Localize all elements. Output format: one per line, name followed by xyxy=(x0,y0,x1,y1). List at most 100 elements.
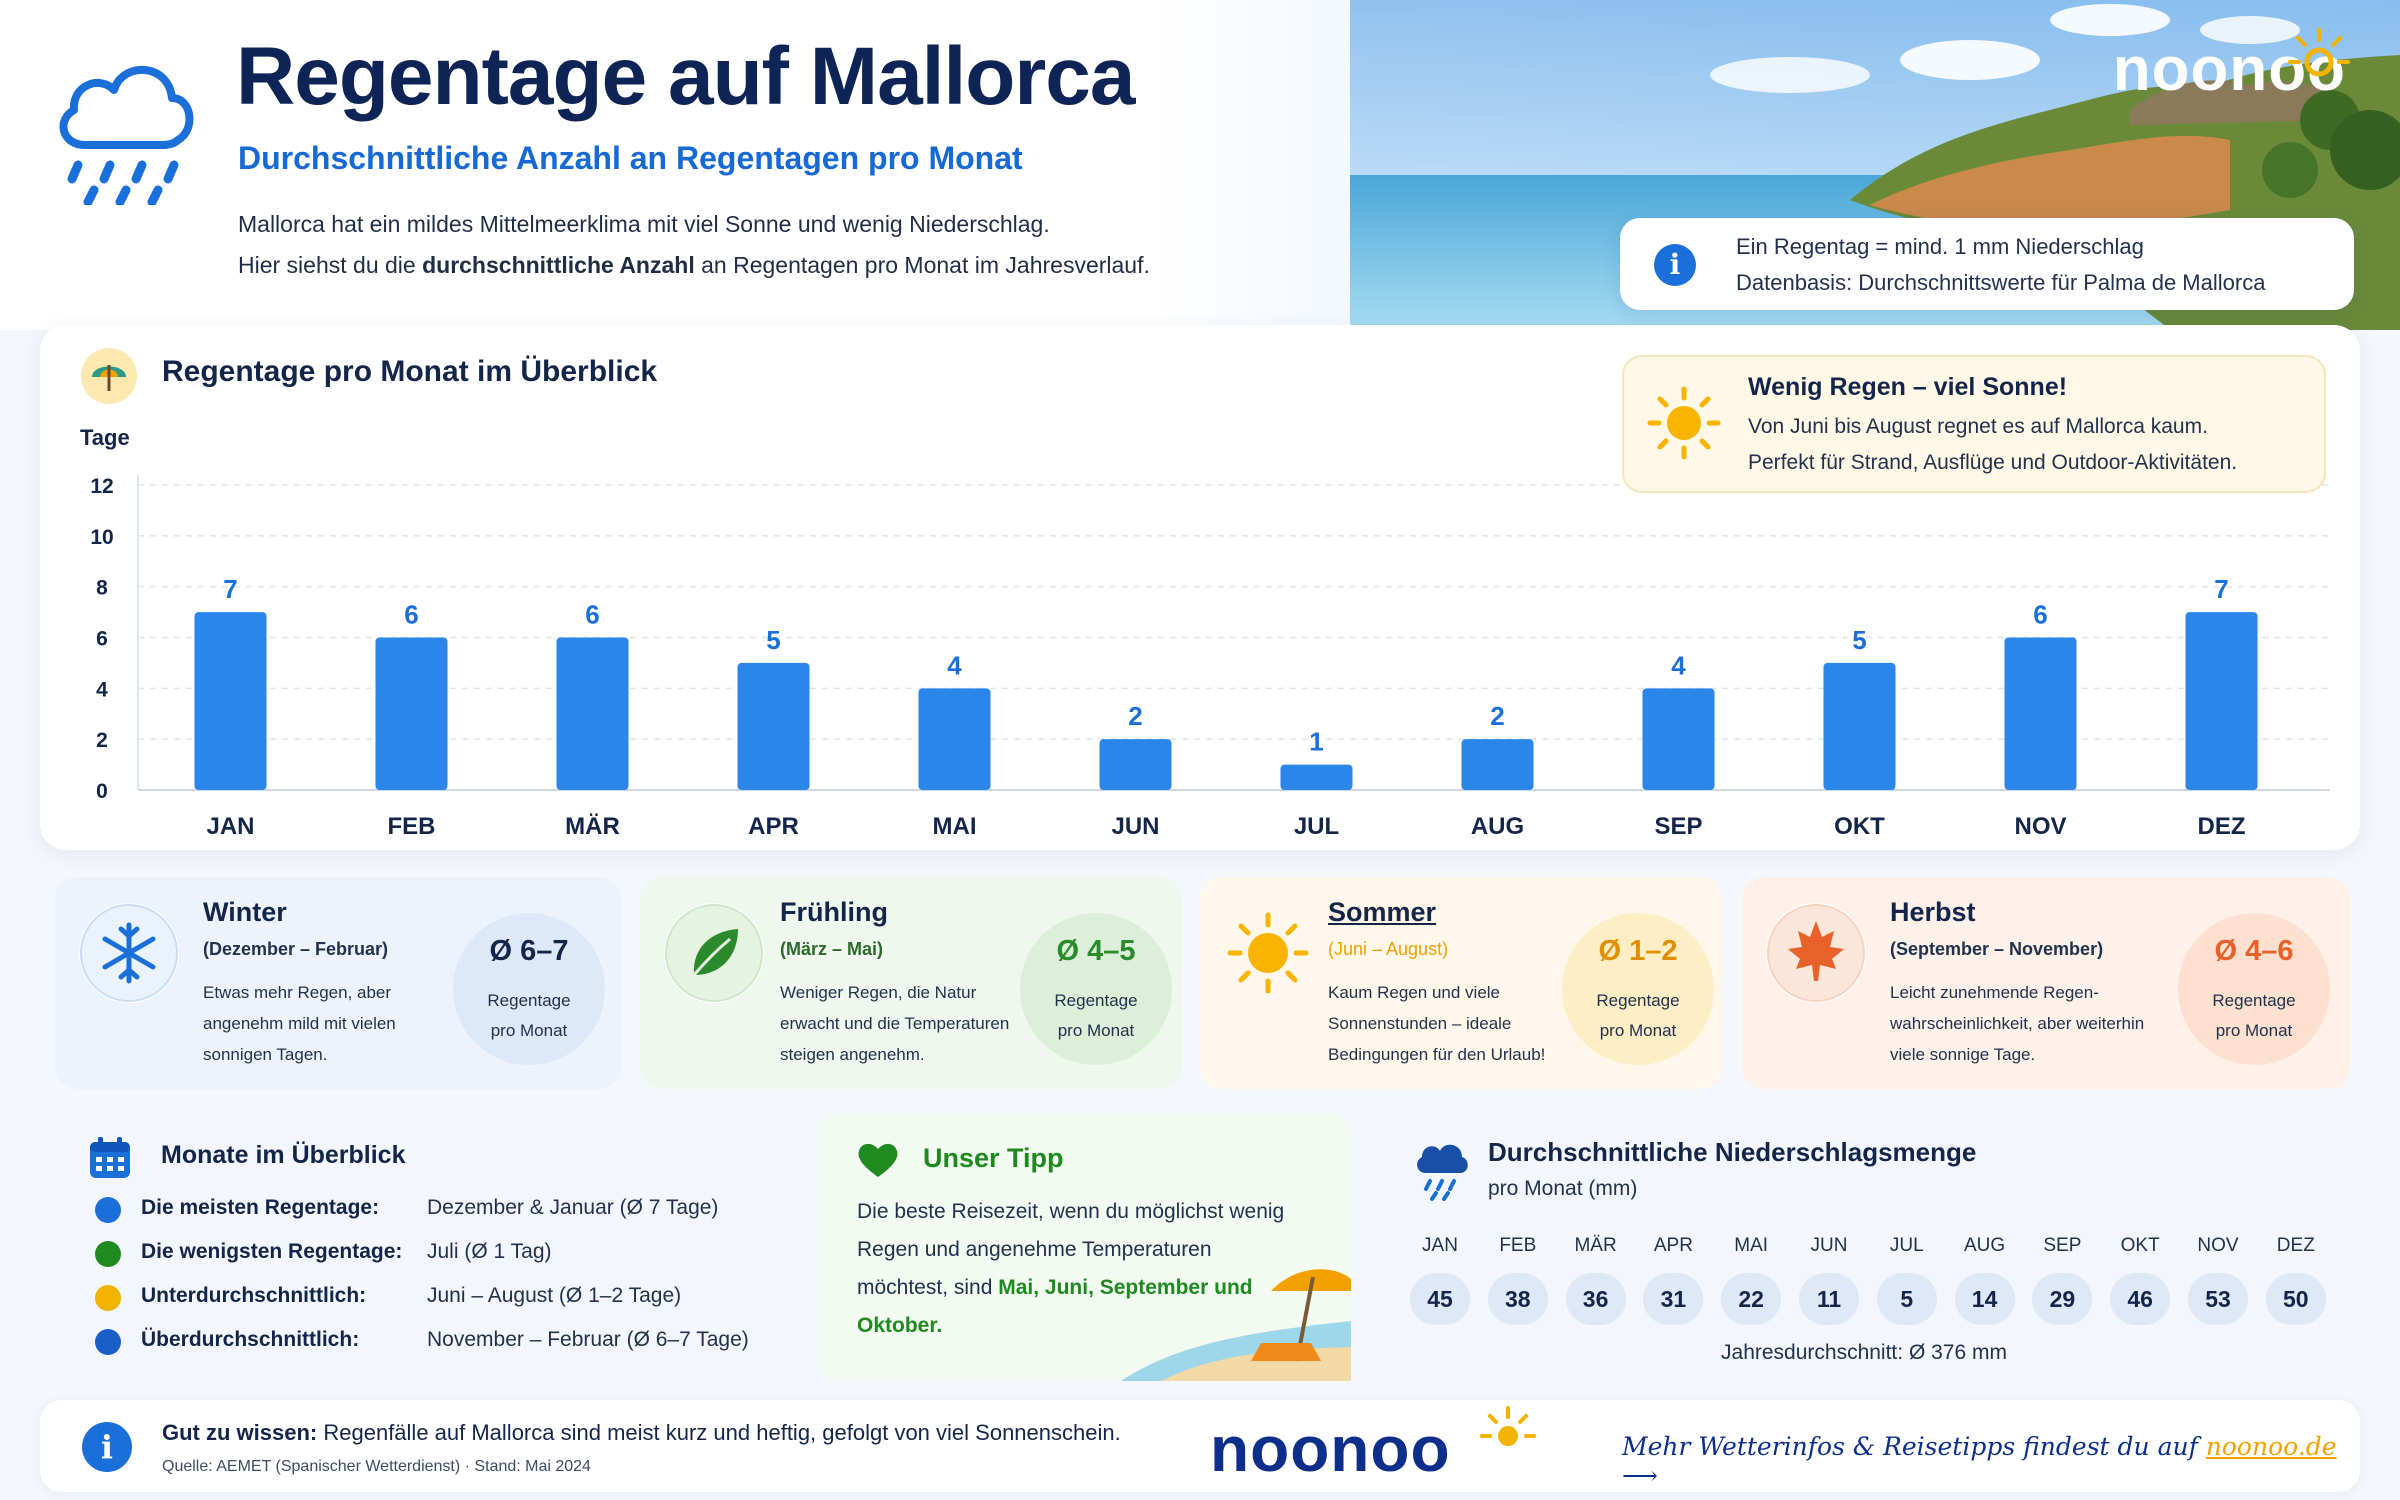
row-value: Juli (Ø 1 Tag) xyxy=(427,1240,552,1263)
precipitation-value: 36 xyxy=(1565,1273,1626,1325)
season-range: (März – Mai) xyxy=(780,939,884,959)
x-tick-label: OKT xyxy=(1834,813,1885,840)
season-description: Kaum Regen und viele Sonnenstunden – ide… xyxy=(1328,983,1546,1064)
intro-line-2-pre: Hier siehst du die xyxy=(238,252,423,278)
sun-note-line-2: Perfekt für Strand, Ausflüge und Outdoor… xyxy=(1748,451,2238,474)
precipitation-value: 45 xyxy=(1410,1273,1470,1325)
season-unit-period: pro Monat xyxy=(2215,1021,2293,1040)
y-tick-label: 4 xyxy=(96,678,108,701)
logo-sun-icon xyxy=(1480,1406,1536,1446)
x-tick-label: NOV xyxy=(2014,813,2066,840)
tip-best-month-october: Oktober xyxy=(857,1314,937,1337)
footer-note-text: Regenfälle auf Mallorca sind meist kurz … xyxy=(317,1420,1121,1445)
precipitation-month: JUN xyxy=(1810,1235,1848,1256)
legend-dot xyxy=(95,1241,121,1267)
bar xyxy=(375,637,448,790)
info-icon: i xyxy=(1654,244,1696,286)
y-tick-label: 6 xyxy=(96,628,108,651)
precipitation-month: JUL xyxy=(1889,1235,1924,1256)
precipitation-month: NOV xyxy=(2197,1235,2239,1256)
info-icon: i xyxy=(82,1422,132,1472)
footer: i Gut zu wissen: Regenfälle auf Mallorca… xyxy=(40,1400,2360,1492)
sun-note-title: Wenig Regen – viel Sonne! xyxy=(1748,373,2068,401)
bar xyxy=(737,662,810,790)
precipitation-annual-average: Jahresdurchschnitt: Ø 376 mm xyxy=(1721,1341,2007,1364)
season-name: Winter xyxy=(203,897,287,927)
season-range: (Juni – August) xyxy=(1328,939,1449,959)
precipitation-value: 22 xyxy=(1721,1273,1782,1325)
bar-value-label: 6 xyxy=(2033,600,2047,630)
months-overview-title: Monate im Überblick xyxy=(161,1141,406,1169)
season-card-autumn: Herbst (September – November) Leicht zun… xyxy=(1742,877,2350,1089)
legend-dot xyxy=(95,1329,121,1355)
precipitation-month: DEZ xyxy=(2276,1235,2315,1256)
months-row-least: Die wenigsten Regentage: Juli (Ø 1 Tag) xyxy=(95,1233,785,1273)
leaf-icon-wrap xyxy=(664,903,764,1003)
precipitation-value: 31 xyxy=(1643,1273,1704,1325)
season-range: (Dezember – Februar) xyxy=(203,939,389,959)
arrow-right-icon: ⟶ xyxy=(1622,1461,1658,1490)
beach-umbrella-illustration xyxy=(1121,1269,1351,1381)
x-tick-label: MAI xyxy=(933,813,977,840)
footer-cta-text: Mehr Wetterinfos & Reisetipps findest du… xyxy=(1622,1432,2206,1461)
x-tick-label: DEZ xyxy=(2198,813,2246,840)
row-value: Dezember & Januar (Ø 7 Tage) xyxy=(427,1196,719,1219)
precipitation-title: Durchschnittliche Niederschlagsmenge xyxy=(1488,1137,1977,1167)
logo-sun-icon xyxy=(2288,28,2350,77)
precipitation-subtitle: pro Monat (mm) xyxy=(1488,1177,1638,1200)
months-overview-card: Monate im Überblick Die meisten Regentag… xyxy=(55,1113,793,1381)
bar-value-label: 7 xyxy=(2214,574,2228,604)
precipitation-value: 46 xyxy=(2110,1273,2171,1325)
x-tick-label: SEP xyxy=(1654,813,1702,840)
y-tick-label: 2 xyxy=(96,729,108,752)
sun-note-line-1: Von Juni bis August regnet es auf Mallor… xyxy=(1748,415,2208,438)
footer-note: Gut zu wissen: Regenfälle auf Mallorca s… xyxy=(162,1420,1121,1446)
y-tick-label: 8 xyxy=(96,577,108,600)
bar xyxy=(1642,688,1715,790)
rain-cloud-icon xyxy=(59,65,194,205)
legend-dot xyxy=(95,1285,121,1311)
season-average-circle: Ø 4–6 Regentage pro Monat xyxy=(2178,913,2330,1065)
definition-text: Ein Regentag = mind. 1 mm Niederschlag xyxy=(1736,234,2144,259)
precipitation-value: 53 xyxy=(2188,1273,2248,1325)
brand-logo-footer[interactable]: noonoo xyxy=(1210,1413,1451,1485)
bar xyxy=(1461,739,1534,790)
season-name: Herbst xyxy=(1890,897,1976,927)
season-description: Leicht zunehmende Regen-wahrscheinlichke… xyxy=(1890,983,2145,1064)
row-value: November – Februar (Ø 6–7 Tage) xyxy=(427,1328,749,1351)
x-tick-label: AUG xyxy=(1471,813,1524,840)
row-label: Die wenigsten Regentage: xyxy=(141,1240,403,1263)
season-description: Etwas mehr Regen, aber angenehm mild mit… xyxy=(203,983,396,1064)
tip-text: Die beste Reisezeit, wenn du möglichst w… xyxy=(857,1193,1297,1345)
sun-icon xyxy=(1227,912,1309,994)
footer-call-to-action: Mehr Wetterinfos & Reisetipps findest du… xyxy=(1622,1432,2360,1490)
row-label: Überdurchschnittlich: xyxy=(141,1328,360,1351)
bar-value-label: 2 xyxy=(1490,701,1504,731)
months-row-below-average: Unterdurchschnittlich: Juni – August (Ø … xyxy=(95,1277,785,1317)
season-unit: Regentage xyxy=(2212,991,2296,1010)
season-average: Ø 4–6 xyxy=(2214,935,2294,967)
precipitation-value: 14 xyxy=(1954,1273,2015,1325)
calendar-icon xyxy=(90,1137,130,1178)
bar xyxy=(918,688,991,790)
tip-best-months: Mai, Juni, September xyxy=(998,1276,1209,1299)
intro-line-2-post: an Regentagen pro Monat im Jahresverlauf… xyxy=(694,252,1150,278)
maple-leaf-icon xyxy=(1767,904,1865,1002)
season-unit-period: pro Monat xyxy=(1599,1021,1677,1040)
season-unit: Regentage xyxy=(1596,991,1680,1010)
bar-value-label: 5 xyxy=(766,625,780,655)
months-row-above-average: Überdurchschnittlich: November – Februar… xyxy=(95,1321,785,1361)
bar xyxy=(194,612,267,790)
precipitation-month: AUG xyxy=(1964,1235,2006,1256)
bar xyxy=(2185,612,2258,790)
season-average: Ø 4–5 xyxy=(1056,935,1136,967)
precipitation-month: MÄR xyxy=(1574,1235,1617,1256)
season-card-spring: Frühling (März – Mai) Weniger Regen, die… xyxy=(640,877,1182,1089)
footer-website-link[interactable]: noonoo.de xyxy=(2205,1432,2337,1461)
bar-value-label: 6 xyxy=(585,600,599,630)
footer-note-lead: Gut zu wissen: xyxy=(162,1420,318,1445)
chart-card: Tage 0 2 4 6 8 10 12 7 JAN 6 FEB 6 MÄR 5 APR 4 MAI 2 JUN 1 JU… xyxy=(40,325,2360,850)
intro-line-2: Hier siehst du die durchschnittliche Anz… xyxy=(238,245,1150,286)
season-unit: Regentage xyxy=(487,991,571,1010)
